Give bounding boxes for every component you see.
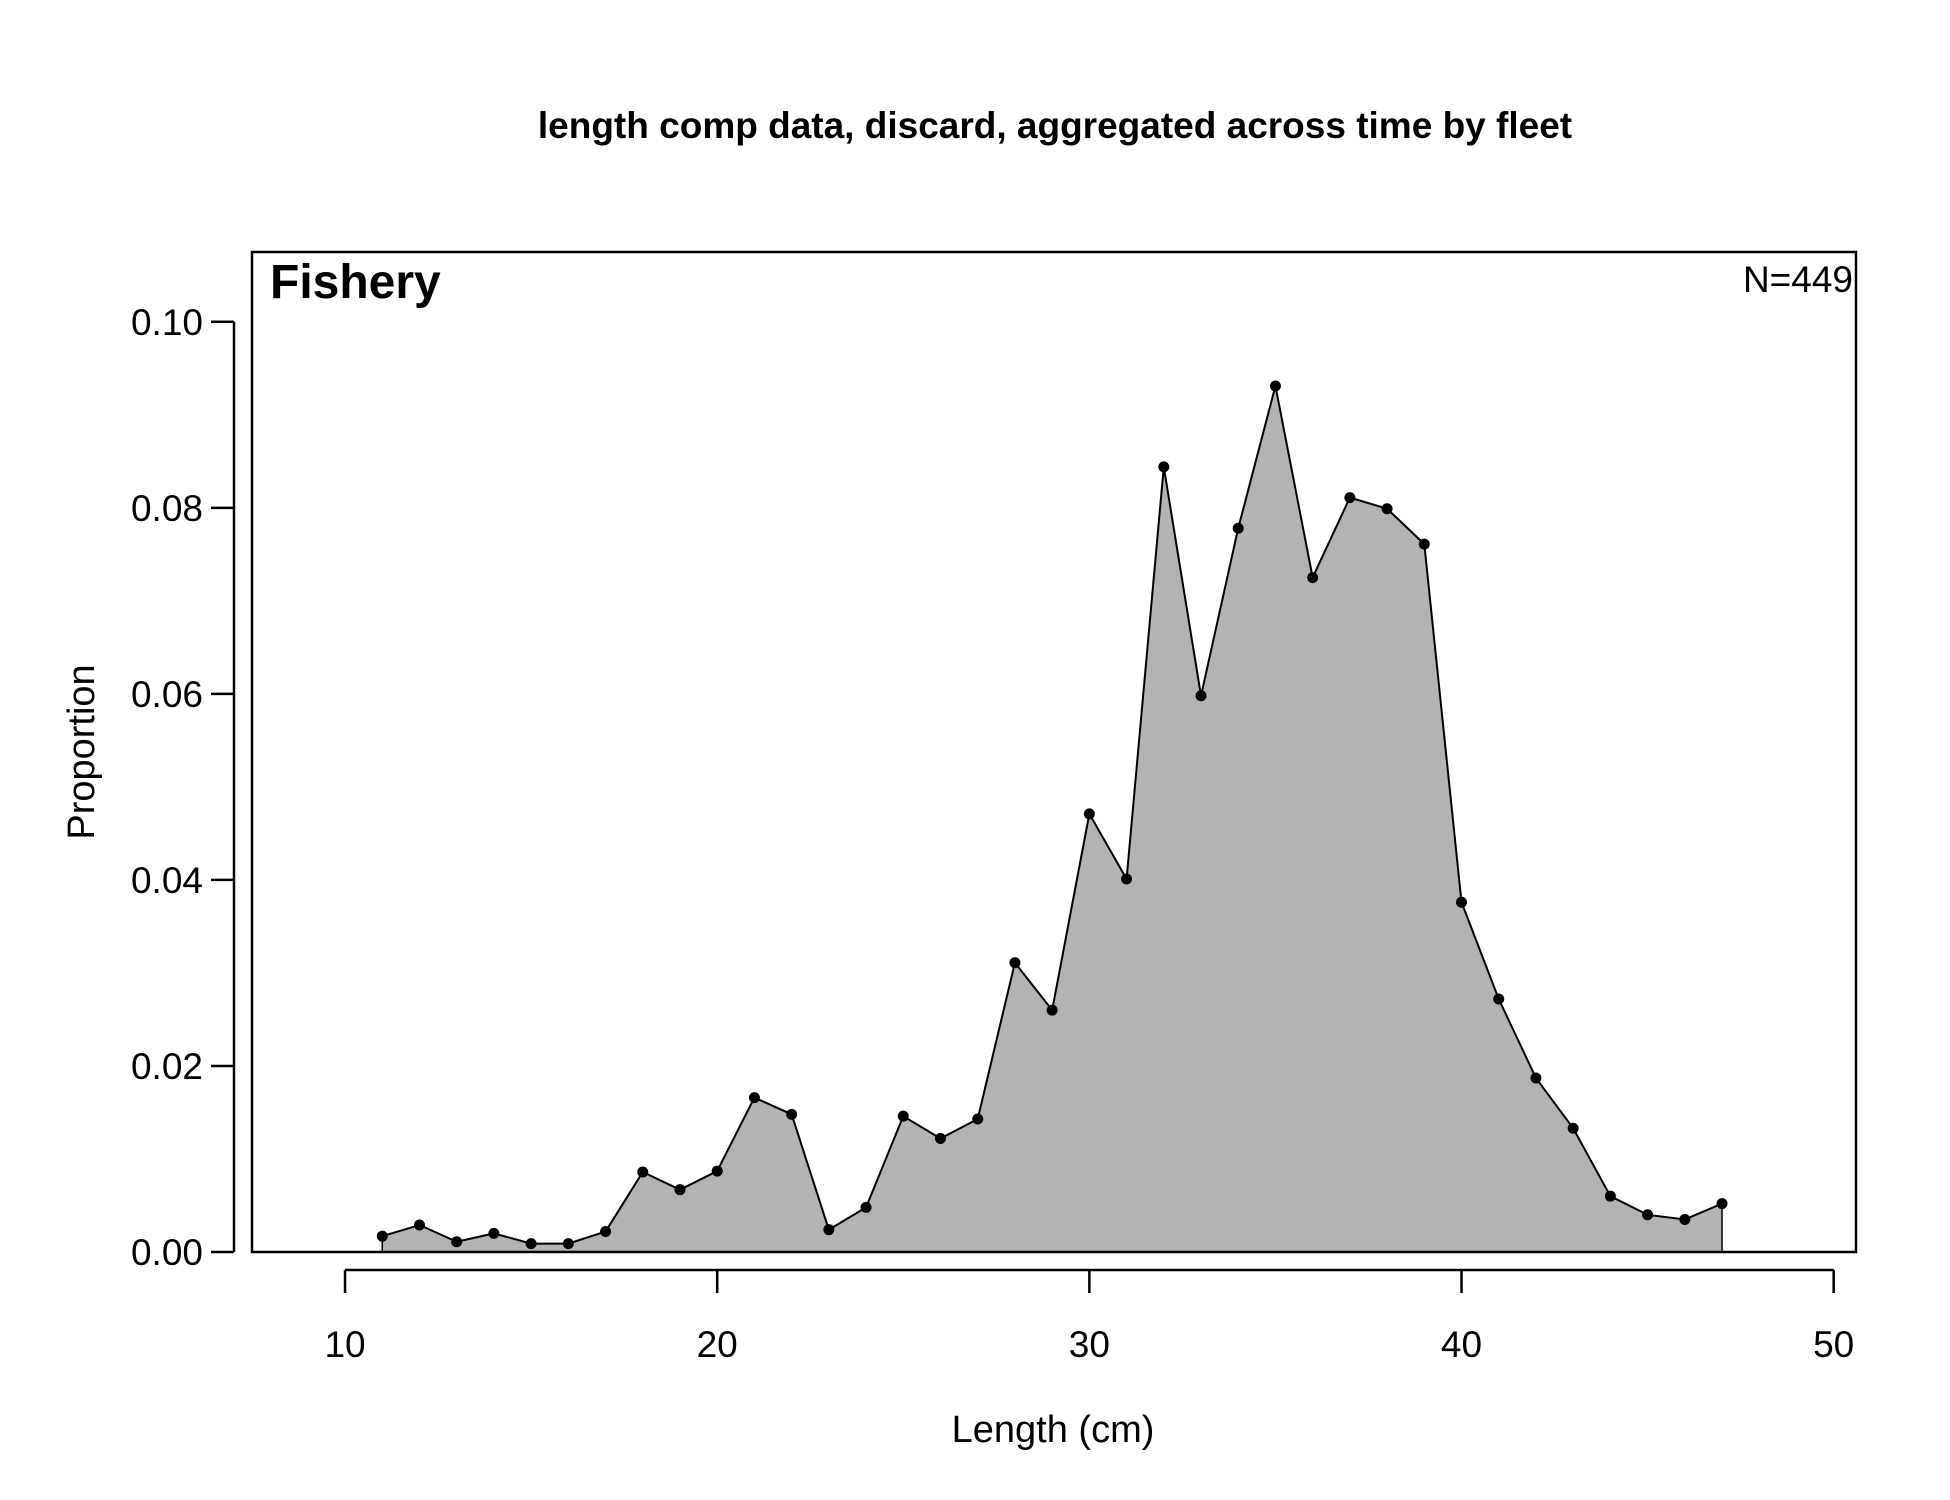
- data-point: [1679, 1213, 1691, 1225]
- series-line-segment: [1460, 901, 1500, 1000]
- series-line-segment: [1162, 466, 1202, 696]
- series-line-segment: [679, 1170, 718, 1191]
- series-line-segment: [1497, 998, 1537, 1079]
- data-point: [1046, 1004, 1058, 1016]
- x-tick-label: 30: [1069, 1324, 1110, 1365]
- x-tick-label: 40: [1441, 1324, 1482, 1365]
- data-point: [1604, 1190, 1616, 1202]
- panel-label: Fishery: [270, 256, 441, 309]
- data-point: [1716, 1198, 1728, 1210]
- x-axis: 10 20 30 40 50: [324, 1268, 1854, 1365]
- series-line-segment: [1572, 1127, 1612, 1197]
- series-line-segment: [1349, 496, 1388, 510]
- data-point: [897, 1110, 909, 1122]
- area-fill: [382, 385, 1723, 1252]
- x-axis-label: Length (cm): [952, 1409, 1155, 1451]
- series-line-segment: [493, 1232, 532, 1245]
- data-point: [972, 1113, 984, 1125]
- data-point: [1307, 572, 1319, 584]
- data-point: [1158, 461, 1170, 473]
- x-tick-label: 10: [324, 1324, 365, 1365]
- series-line-segment: [1200, 528, 1240, 696]
- y-tick-label: 0.04: [131, 860, 203, 901]
- series-line-segment: [940, 1118, 979, 1140]
- data-point: [1456, 896, 1468, 908]
- series-line-segment: [754, 1096, 793, 1116]
- series-line-segment: [642, 1171, 681, 1191]
- data-point: [1232, 522, 1244, 534]
- x-tick-label: 20: [697, 1324, 738, 1365]
- data-point: [823, 1224, 835, 1236]
- series-line-segment: [1014, 962, 1053, 1011]
- series-line-segment: [456, 1232, 495, 1243]
- series-line-segment: [976, 962, 1016, 1120]
- series-line-segment: [1125, 466, 1165, 880]
- y-axis: 0.00 0.02 0.04 0.06 0.08 0.10: [131, 302, 236, 1273]
- y-tick-label: 0.10: [131, 302, 203, 343]
- data-point: [1381, 503, 1393, 515]
- data-point: [1567, 1122, 1579, 1134]
- data-point: [1121, 873, 1133, 885]
- series-line-segment: [1684, 1202, 1723, 1221]
- data-point: [674, 1184, 686, 1196]
- data-point: [600, 1226, 612, 1238]
- y-tick-label: 0.06: [131, 674, 203, 715]
- series-line-segment: [1423, 543, 1463, 903]
- data-point: [1269, 380, 1281, 392]
- data-area-layer: [376, 380, 1728, 1252]
- series-line-segment: [1311, 497, 1351, 579]
- y-tick-label: 0.08: [131, 488, 203, 529]
- data-point: [711, 1165, 723, 1177]
- series-line-segment: [568, 1230, 606, 1245]
- data-point: [934, 1133, 946, 1145]
- series-line-segment: [381, 1224, 420, 1238]
- data-point: [1195, 690, 1207, 702]
- series-line-segment: [1647, 1213, 1685, 1221]
- data-point: [1009, 957, 1021, 969]
- data-point: [376, 1230, 388, 1242]
- y-tick-label: 0.00: [131, 1232, 203, 1273]
- data-point: [562, 1238, 574, 1250]
- plot-frame: [250, 250, 1858, 1254]
- series-line-segment: [1535, 1077, 1574, 1129]
- data-point: [1344, 492, 1356, 504]
- series-line-segment: [902, 1115, 942, 1140]
- chart-title: length comp data, discard, aggregated ac…: [538, 105, 1572, 146]
- series-line-segment: [1609, 1195, 1649, 1216]
- data-point: [525, 1238, 537, 1250]
- series-line-segment: [604, 1171, 644, 1233]
- data-point: [1083, 808, 1095, 820]
- data-point: [748, 1092, 760, 1104]
- y-tick-label: 0.02: [131, 1046, 203, 1087]
- series-line-segment: [790, 1114, 830, 1230]
- data-point: [860, 1201, 872, 1213]
- data-point: [1530, 1072, 1542, 1084]
- data-point: [1493, 993, 1505, 1005]
- data-point: [451, 1236, 463, 1248]
- x-tick-label: 50: [1813, 1324, 1854, 1365]
- series-line-segment: [1051, 813, 1091, 1011]
- series-line-segment: [828, 1206, 867, 1231]
- series-line-segment: [1274, 385, 1314, 578]
- sample-size-label: N=449: [1743, 259, 1853, 300]
- series-line-segment: [419, 1224, 458, 1243]
- data-point: [1418, 538, 1430, 550]
- data-point: [1642, 1209, 1654, 1221]
- series-line-segment: [865, 1115, 905, 1208]
- series-line-segment: [716, 1097, 756, 1172]
- y-axis-label: Proportion: [61, 664, 103, 839]
- series-line-segment: [1088, 813, 1128, 880]
- data-point: [637, 1166, 649, 1178]
- data-point: [786, 1108, 798, 1120]
- series-line-segment: [1386, 508, 1425, 545]
- data-point: [488, 1227, 500, 1239]
- data-point: [413, 1219, 425, 1231]
- series-line-segment: [1237, 385, 1277, 529]
